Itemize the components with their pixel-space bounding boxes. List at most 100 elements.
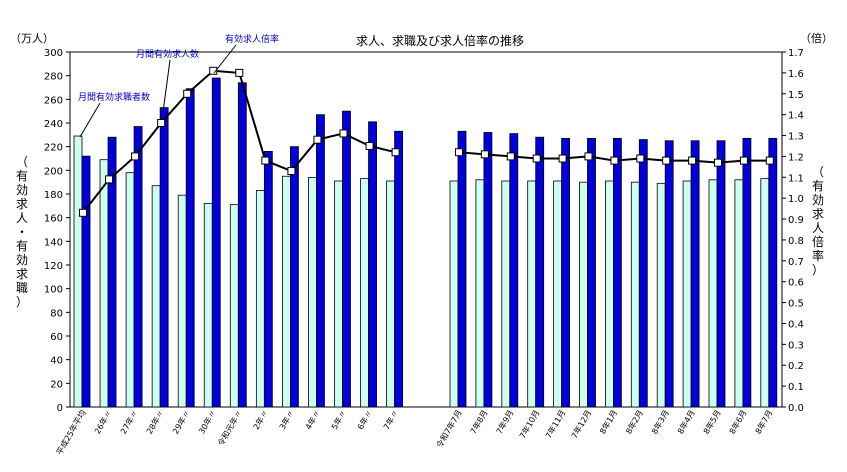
category-label: 8年1月 bbox=[597, 408, 619, 436]
legend-leader-line bbox=[213, 44, 237, 74]
axis-label-char: 有 bbox=[16, 239, 28, 253]
category-label: 4年〃 bbox=[303, 408, 322, 431]
category-label: 8年6月 bbox=[727, 408, 749, 436]
job-seekers-bar bbox=[203, 203, 213, 408]
category-label: 7年8月 bbox=[468, 408, 490, 436]
right-tick-label: 1.2 bbox=[788, 152, 804, 163]
category-label: 30年〃 bbox=[196, 408, 218, 436]
right-tick-label: 0.5 bbox=[788, 299, 804, 310]
left-tick-label: 80 bbox=[50, 308, 63, 319]
job-seekers-bar bbox=[760, 178, 770, 408]
left-tick-label: 120 bbox=[44, 261, 63, 272]
ratio-point bbox=[506, 152, 515, 161]
right-tick-label: 1.1 bbox=[788, 173, 804, 184]
right-tick-label: 1.4 bbox=[788, 111, 804, 122]
left-tick-label: 300 bbox=[44, 48, 63, 59]
category-label: 29年〃 bbox=[170, 408, 192, 436]
axis-label-char: （ bbox=[812, 165, 824, 179]
axis-label-char: 人 bbox=[16, 211, 28, 225]
job-openings-bar bbox=[185, 88, 195, 408]
right-tick-label: 1.6 bbox=[788, 69, 804, 80]
right-tick-label: 1.0 bbox=[788, 194, 804, 205]
axis-label-char: 職 bbox=[16, 281, 28, 295]
ratio-point bbox=[209, 66, 218, 75]
job-seekers-bar bbox=[334, 180, 343, 408]
axis-label-char: 人 bbox=[812, 221, 824, 235]
job-openings-bar bbox=[211, 77, 221, 408]
category-label: 3年〃 bbox=[277, 408, 296, 431]
ratio-point bbox=[584, 152, 593, 161]
legend-label: 月間有効求職者数 bbox=[78, 91, 150, 103]
job-seekers-bar bbox=[360, 178, 369, 408]
category-label: 27年〃 bbox=[118, 408, 140, 436]
axis-label-char: 有 bbox=[16, 169, 28, 183]
axis-label-char: 効 bbox=[16, 182, 28, 197]
ratio-point bbox=[765, 156, 774, 165]
chart-title: 求人、求職及び求人倍率の推移 bbox=[356, 33, 524, 48]
axis-label-char: 求 bbox=[16, 267, 28, 281]
job-seekers-bar bbox=[656, 182, 666, 408]
category-label: 8年4月 bbox=[675, 408, 697, 436]
job-seekers-bar bbox=[734, 179, 744, 408]
category-label: 7年11月 bbox=[543, 408, 567, 440]
axis-label-char: 効 bbox=[812, 192, 824, 207]
ratio-point bbox=[455, 148, 463, 157]
left-tick-label: 240 bbox=[44, 119, 63, 130]
category-label: 7年〃 bbox=[381, 408, 400, 431]
left-axis-unit: （万人） bbox=[10, 32, 54, 45]
job-openings-bar bbox=[587, 137, 596, 408]
ratio-point bbox=[157, 119, 166, 127]
ratio-point bbox=[105, 175, 114, 184]
category-label: 8年2月 bbox=[623, 408, 645, 436]
ratio-point bbox=[480, 150, 489, 159]
ratio-point bbox=[235, 68, 244, 77]
job-openings-bar bbox=[263, 150, 273, 408]
job-openings-bar bbox=[561, 137, 570, 408]
category-label: 令和元年〃 bbox=[215, 408, 244, 448]
left-tick-label: 200 bbox=[44, 166, 63, 177]
job-seekers-bar bbox=[151, 185, 161, 408]
right-tick-label: 0.1 bbox=[788, 382, 804, 393]
job-openings-bar bbox=[768, 137, 778, 408]
job-openings-bar bbox=[289, 146, 299, 408]
plot-area bbox=[69, 51, 783, 408]
ratio-point bbox=[365, 141, 374, 150]
axis-label-char: 倍 bbox=[812, 234, 824, 249]
job-seekers-bar bbox=[527, 180, 537, 408]
axis-label-char: ） bbox=[812, 263, 824, 277]
job-seekers-bar bbox=[281, 175, 291, 408]
job-seekers-bar bbox=[553, 180, 562, 408]
left-tick-label: 180 bbox=[44, 190, 63, 201]
right-tick-label: 1.3 bbox=[788, 132, 804, 143]
ratio-point bbox=[688, 156, 697, 165]
job-openings-bar bbox=[457, 130, 467, 408]
ratio-point bbox=[610, 156, 619, 165]
category-label: 8年7月 bbox=[753, 408, 775, 436]
axis-label-char: 有 bbox=[812, 179, 824, 193]
axis-label-char: （ bbox=[16, 155, 28, 169]
category-label: 26年〃 bbox=[92, 408, 114, 436]
category-label: 8年5月 bbox=[701, 408, 723, 436]
left-tick-label: 40 bbox=[50, 356, 63, 367]
category-label: 7年12月 bbox=[569, 408, 593, 440]
job-seekers-bar bbox=[308, 177, 317, 408]
left-tick-label: 220 bbox=[44, 143, 63, 154]
category-label: 6年〃 bbox=[355, 408, 374, 431]
axis-label-char: 効 bbox=[16, 252, 28, 267]
category-label: 7年9月 bbox=[494, 408, 516, 436]
job-openings-bar bbox=[368, 121, 377, 408]
category-label: 7年10月 bbox=[517, 408, 541, 440]
ratio-point bbox=[79, 208, 87, 217]
ratio-point bbox=[287, 167, 296, 176]
job-openings-bar bbox=[107, 136, 117, 408]
left-tick-label: 60 bbox=[50, 332, 63, 343]
ratio-point bbox=[339, 129, 348, 138]
left-tick-label: 0 bbox=[57, 403, 63, 414]
right-tick-label: 0.7 bbox=[788, 257, 804, 268]
ratio-point bbox=[636, 154, 645, 163]
right-axis-label: （有効求人倍率） bbox=[812, 165, 824, 277]
right-tick-label: 0.2 bbox=[788, 361, 804, 372]
right-tick-label: 1.7 bbox=[788, 48, 804, 59]
category-label: 令和7年7月 bbox=[434, 408, 464, 450]
ratio-point bbox=[714, 158, 722, 167]
